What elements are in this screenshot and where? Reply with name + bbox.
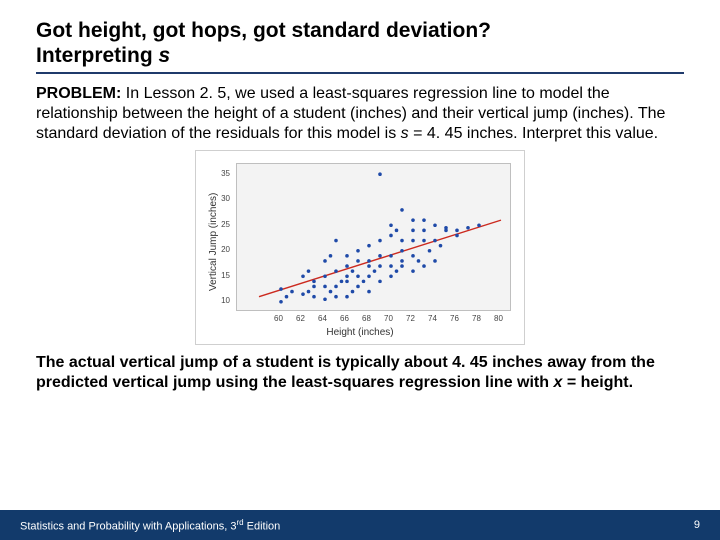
footer-bar: Statistics and Probability with Applicat… (0, 510, 720, 540)
footer-text-pre: Statistics and Probability with Applicat… (20, 520, 236, 532)
x-tick-label: 68 (362, 314, 371, 323)
problem-text: PROBLEM: In Lesson 2. 5, we used a least… (36, 84, 684, 144)
title-line-1: Got height, got hops, got standard devia… (36, 18, 684, 43)
x-tick-label: 76 (450, 314, 459, 323)
y-tick-label: 10 (221, 296, 230, 305)
y-tick-label: 20 (221, 245, 230, 254)
conclusion-text: The actual vertical jump of a student is… (36, 353, 684, 393)
x-tick-label: 78 (472, 314, 481, 323)
y-tick-label: 25 (221, 220, 230, 229)
x-tick-label: 70 (384, 314, 393, 323)
conclusion-part-2: = height. (562, 374, 633, 391)
x-tick-label: 64 (318, 314, 327, 323)
chart-container: Vertical Jump (inches) Height (inches) 6… (36, 150, 684, 345)
y-tick-label: 35 (221, 169, 230, 178)
footer-sup: rd (236, 518, 243, 527)
x-tick-label: 74 (428, 314, 437, 323)
footer-left: Statistics and Probability with Applicat… (20, 518, 280, 533)
x-axis-label: Height (inches) (196, 327, 524, 338)
footer-text-post: Edition (244, 520, 281, 532)
page-number: 9 (694, 519, 700, 531)
slide: Got height, got hops, got standard devia… (0, 0, 720, 540)
plot-area (236, 163, 511, 311)
problem-body-2: = 4. 45 inches. Interpret this value. (409, 125, 658, 142)
title-line-2-pre: Interpreting (36, 44, 159, 67)
x-tick-label: 62 (296, 314, 305, 323)
x-tick-label: 72 (406, 314, 415, 323)
y-axis-label: Vertical Jump (inches) (208, 193, 219, 291)
scatter-chart: Vertical Jump (inches) Height (inches) 6… (195, 150, 525, 345)
problem-s-var: s (401, 125, 409, 142)
title-s-var: s (159, 44, 171, 67)
y-tick-label: 30 (221, 194, 230, 203)
x-tick-label: 66 (340, 314, 349, 323)
y-tick-label: 15 (221, 271, 230, 280)
scatter-svg (237, 164, 512, 312)
problem-label: PROBLEM: (36, 85, 121, 102)
x-tick-label: 60 (274, 314, 283, 323)
slide-title: Got height, got hops, got standard devia… (36, 18, 684, 74)
x-tick-label: 80 (494, 314, 503, 323)
title-line-2: Interpreting s (36, 43, 684, 68)
